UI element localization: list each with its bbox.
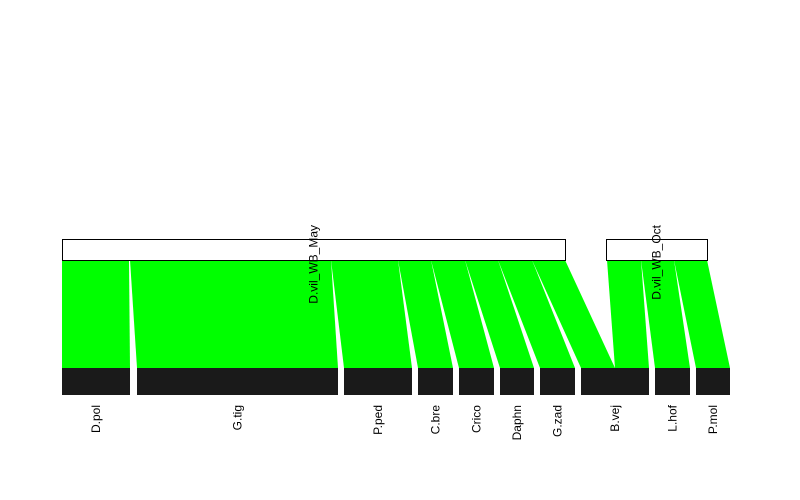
link-d-vil-wb-may-crico [431,260,494,368]
lower-box-crico [459,368,494,395]
lower-label-p-ped: P.ped [371,405,385,435]
lower-level-boxes [62,368,730,395]
higher-label-d-vil-wb-oct: D.vil_WB_Oct [650,224,664,299]
lower-box-b-vej [581,368,649,395]
lower-box-l-hof [655,368,690,395]
lower-box-daphn [500,368,534,395]
higher-box-d-vil-wb-may [62,239,566,261]
lower-label-crico: Crico [470,405,484,433]
lower-label-p-mol: P.mol [706,405,720,434]
lower-label-d-pol: D.pol [89,405,103,433]
lower-box-d-pol [62,368,130,395]
lower-box-c-bre [418,368,453,395]
interaction-links [62,260,730,368]
lower-box-g-tig [137,368,338,395]
lower-box-g-zad [540,368,575,395]
higher-box-d-vil-wb-oct [606,239,708,261]
lower-box-p-mol [696,368,730,395]
link-d-vil-wb-may-c-bre [398,260,453,368]
lower-label-b-vej: B.vej [608,405,622,432]
link-d-vil-wb-oct-b-vej [607,260,649,368]
link-d-vil-wb-may-p-ped [331,260,412,368]
link-d-vil-wb-may-b-vej [532,260,615,368]
lower-label-l-hof: L.hof [666,404,680,431]
link-d-vil-wb-may-g-tig [130,260,338,368]
lower-label-g-tig: G.tig [231,405,245,430]
higher-label-d-vil-wb-may: D.vil_WB_May [307,225,321,304]
higher-level-boxes [62,239,708,261]
link-d-vil-wb-oct-l-hof [641,260,690,368]
lower-label-daphn: Daphn [510,405,524,440]
link-d-vil-wb-may-g-zad [498,260,575,368]
link-d-vil-wb-may-daphn [465,260,534,368]
link-d-vil-wb-may-d-pol [62,260,130,368]
lower-box-p-ped [344,368,412,395]
species-labels: D.vil_WB_May D.vil_WB_Oct D.pol G.tig P.ped C… [89,224,720,440]
lower-label-c-bre: C.bre [429,405,443,435]
lower-label-g-zad: G.zad [551,405,565,437]
link-d-vil-wb-oct-p-mol [674,260,730,368]
